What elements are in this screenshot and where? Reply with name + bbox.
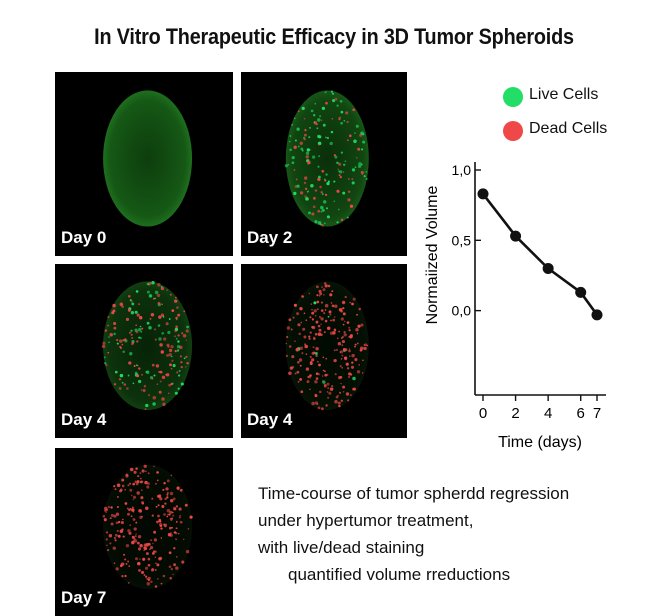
data-point xyxy=(542,262,554,274)
y-axis-label: Normaiized Volume xyxy=(424,186,441,325)
panel-day-label: Day 7 xyxy=(61,588,107,607)
figure-title: In Vitro Therapeutic Efficacy in 3D Tumo… xyxy=(94,24,574,49)
legend-label: Live Cells xyxy=(529,86,599,103)
data-point xyxy=(477,188,489,200)
panel-day-label: Day 4 xyxy=(247,410,293,429)
panel-day-label: Day 4 xyxy=(61,410,107,429)
spheroid-panel-day-4a: Day 4 xyxy=(55,264,233,438)
spheroid-panel-day-0: Day 0 xyxy=(55,72,233,256)
x-tick-label: 7 xyxy=(593,405,601,422)
x-tick-label: 0 xyxy=(479,405,487,422)
spheroid-body xyxy=(103,90,193,227)
y-tick-label: 0,0 xyxy=(452,303,472,319)
spheroid-image xyxy=(285,281,369,411)
live-cells-swatch xyxy=(503,87,523,107)
spheroid-image xyxy=(101,281,193,411)
panel-day-label: Day 0 xyxy=(61,228,107,247)
y-tick-label: 0,5 xyxy=(452,232,472,248)
x-tick-label: 4 xyxy=(544,405,552,422)
x-axis-label: Time (days) xyxy=(498,434,582,451)
legend-label: Dead Cells xyxy=(529,120,608,137)
spheroid-panel-day-7: Day 7 xyxy=(55,448,233,616)
y-tick-label: 1,0 xyxy=(452,162,472,178)
spheroid-panel-day-2: Day 2 xyxy=(241,72,407,256)
spheroid-body xyxy=(103,281,193,411)
data-point xyxy=(510,230,522,242)
x-tick-label: 6 xyxy=(577,405,585,422)
spheroid-panel-day-4b: Day 4 xyxy=(241,264,407,438)
panel-day-label: Day 2 xyxy=(247,228,293,247)
data-point xyxy=(591,309,603,321)
x-tick-label: 2 xyxy=(511,405,519,422)
caption-line: with live/dead staining xyxy=(258,538,425,557)
spheroid-body xyxy=(285,281,369,411)
caption-line: quantified volume rreductions xyxy=(288,565,511,584)
data-point xyxy=(575,286,587,298)
spheroid-body xyxy=(285,90,369,227)
spheroid-body xyxy=(103,464,193,590)
spheroid-image xyxy=(284,90,369,227)
dead-cells-swatch xyxy=(503,121,523,141)
caption-line: under hypertumor treatment, xyxy=(258,511,474,530)
spheroid-image xyxy=(102,464,193,590)
figure-caption: Time-course of tumor spherdd regression … xyxy=(258,480,569,588)
caption-line: Time-course of tumor spherdd regression xyxy=(258,484,570,503)
spheroid-image xyxy=(103,90,193,227)
